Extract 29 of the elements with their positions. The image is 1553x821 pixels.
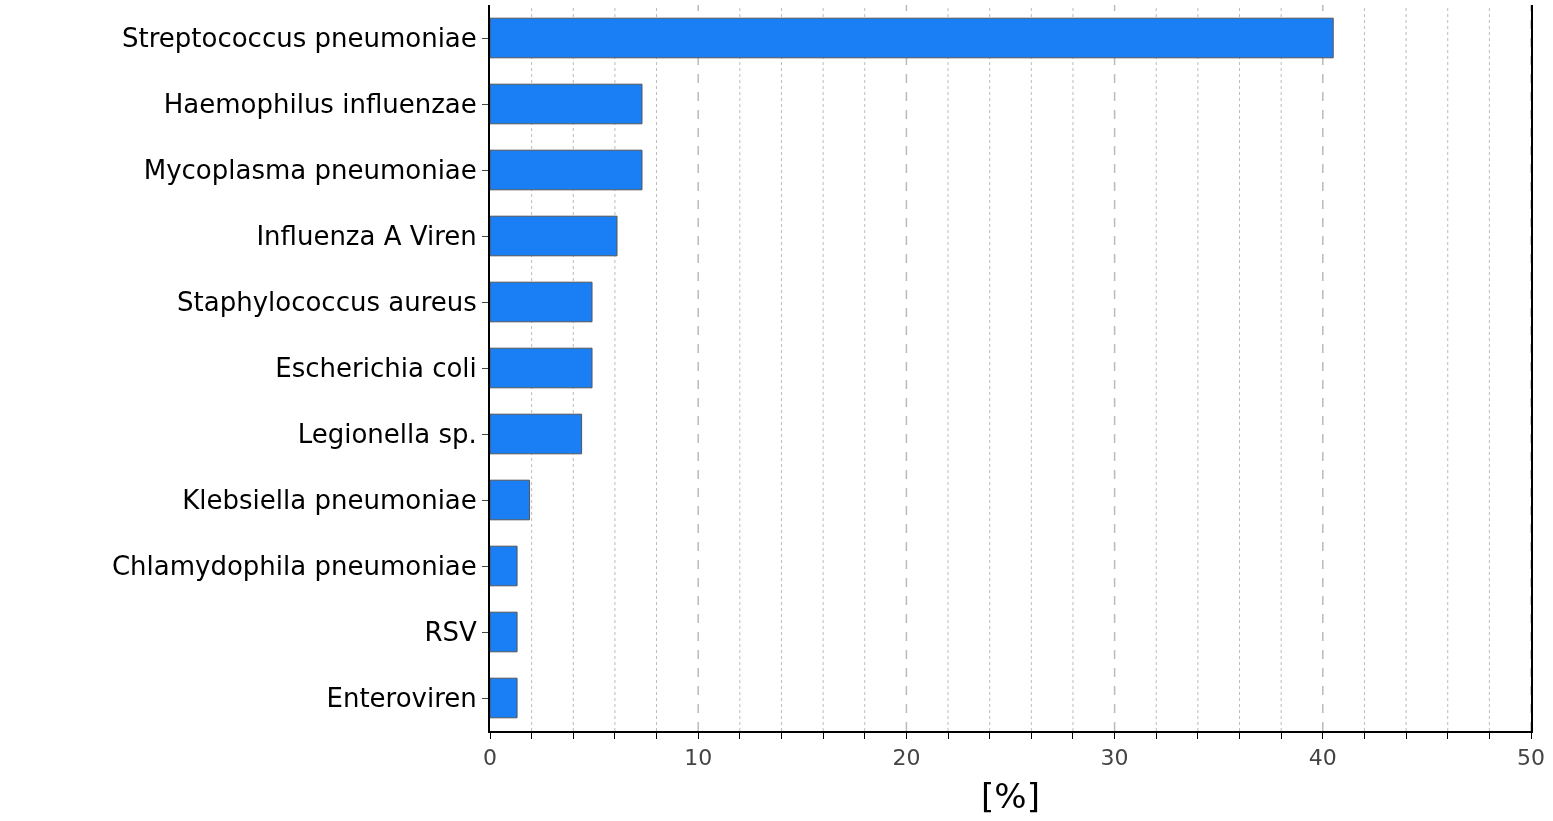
y-tick-label: Chlamydophila pneumoniae xyxy=(111,551,477,582)
x-tick-label: 20 xyxy=(892,745,921,771)
bar xyxy=(490,677,518,719)
x-tick-label: 40 xyxy=(1308,745,1337,771)
bar xyxy=(490,215,618,257)
bar xyxy=(490,413,583,455)
x-tick-label: 10 xyxy=(684,745,713,771)
bar xyxy=(490,149,643,191)
y-tick-label: RSV xyxy=(424,617,478,648)
y-tick-label: Mycoplasma pneumoniae xyxy=(143,155,477,186)
y-tick-label: Klebsiella pneumoniae xyxy=(182,485,477,516)
bar xyxy=(490,83,643,125)
bar xyxy=(490,17,1334,59)
y-tick-label: Streptococcus pneumoniae xyxy=(121,23,477,54)
x-tick-label: 0 xyxy=(483,745,497,771)
x-tick-label: 50 xyxy=(1517,745,1545,771)
y-tick-label: Influenza A Viren xyxy=(256,221,477,252)
bar xyxy=(490,545,518,587)
y-tick-label: Legionella sp. xyxy=(297,419,477,450)
x-tick-label: 30 xyxy=(1100,745,1129,771)
y-tick-label: Enteroviren xyxy=(326,683,477,714)
bar xyxy=(490,479,531,521)
y-tick-label: Haemophilus influenzae xyxy=(163,89,477,120)
bar xyxy=(490,347,593,389)
y-tick-label: Staphylococcus aureus xyxy=(177,287,477,318)
x-axis-title: [%] xyxy=(981,776,1040,817)
y-tick-label: Escherichia coli xyxy=(275,353,477,384)
bar xyxy=(490,281,593,323)
bar xyxy=(490,611,518,653)
